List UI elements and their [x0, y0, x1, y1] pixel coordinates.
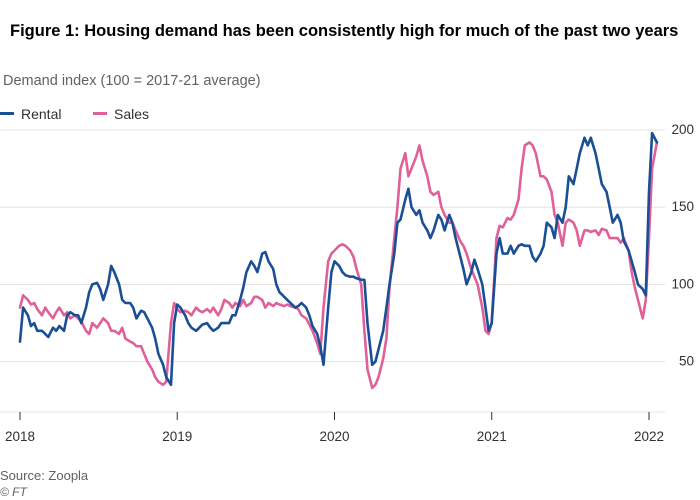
x-tick-label-2021: 2021: [477, 429, 507, 444]
y-axis-label: Demand index (100 = 2017-21 average): [3, 73, 261, 89]
credit-note: © FT: [0, 485, 27, 499]
y-axis-ticks: 50 100 150 200: [671, 122, 694, 369]
x-tick-label-2020: 2020: [319, 429, 349, 444]
series-lines: [18, 131, 659, 390]
y-tick-label-100: 100: [671, 276, 694, 291]
line-chart: 50 100 150 200 2018 2019 2020 2021 2022: [0, 122, 694, 444]
legend-swatch-rental: [0, 111, 14, 115]
y-tick-label-50: 50: [679, 354, 694, 369]
source-note: Source: Zoopla: [0, 468, 89, 483]
legend-label-sales: Sales: [114, 106, 150, 122]
legend-swatch-sales: [93, 111, 107, 115]
x-axis-ticks: 2018 2019 2020 2021 2022: [5, 412, 664, 444]
series-line-rental: [18, 131, 659, 387]
x-tick-label-2022: 2022: [634, 429, 664, 444]
y-tick-label-150: 150: [671, 199, 694, 214]
legend-item-rental: Rental: [0, 106, 61, 122]
y-tick-label-200: 200: [671, 122, 694, 137]
chart-title: Figure 1: Housing demand has been consis…: [10, 22, 679, 40]
legend-label-rental: Rental: [21, 106, 62, 122]
series-line-sales: [18, 141, 659, 390]
x-tick-label-2018: 2018: [5, 429, 35, 444]
x-tick-label-2019: 2019: [162, 429, 192, 444]
legend-item-sales: Sales: [93, 106, 149, 122]
